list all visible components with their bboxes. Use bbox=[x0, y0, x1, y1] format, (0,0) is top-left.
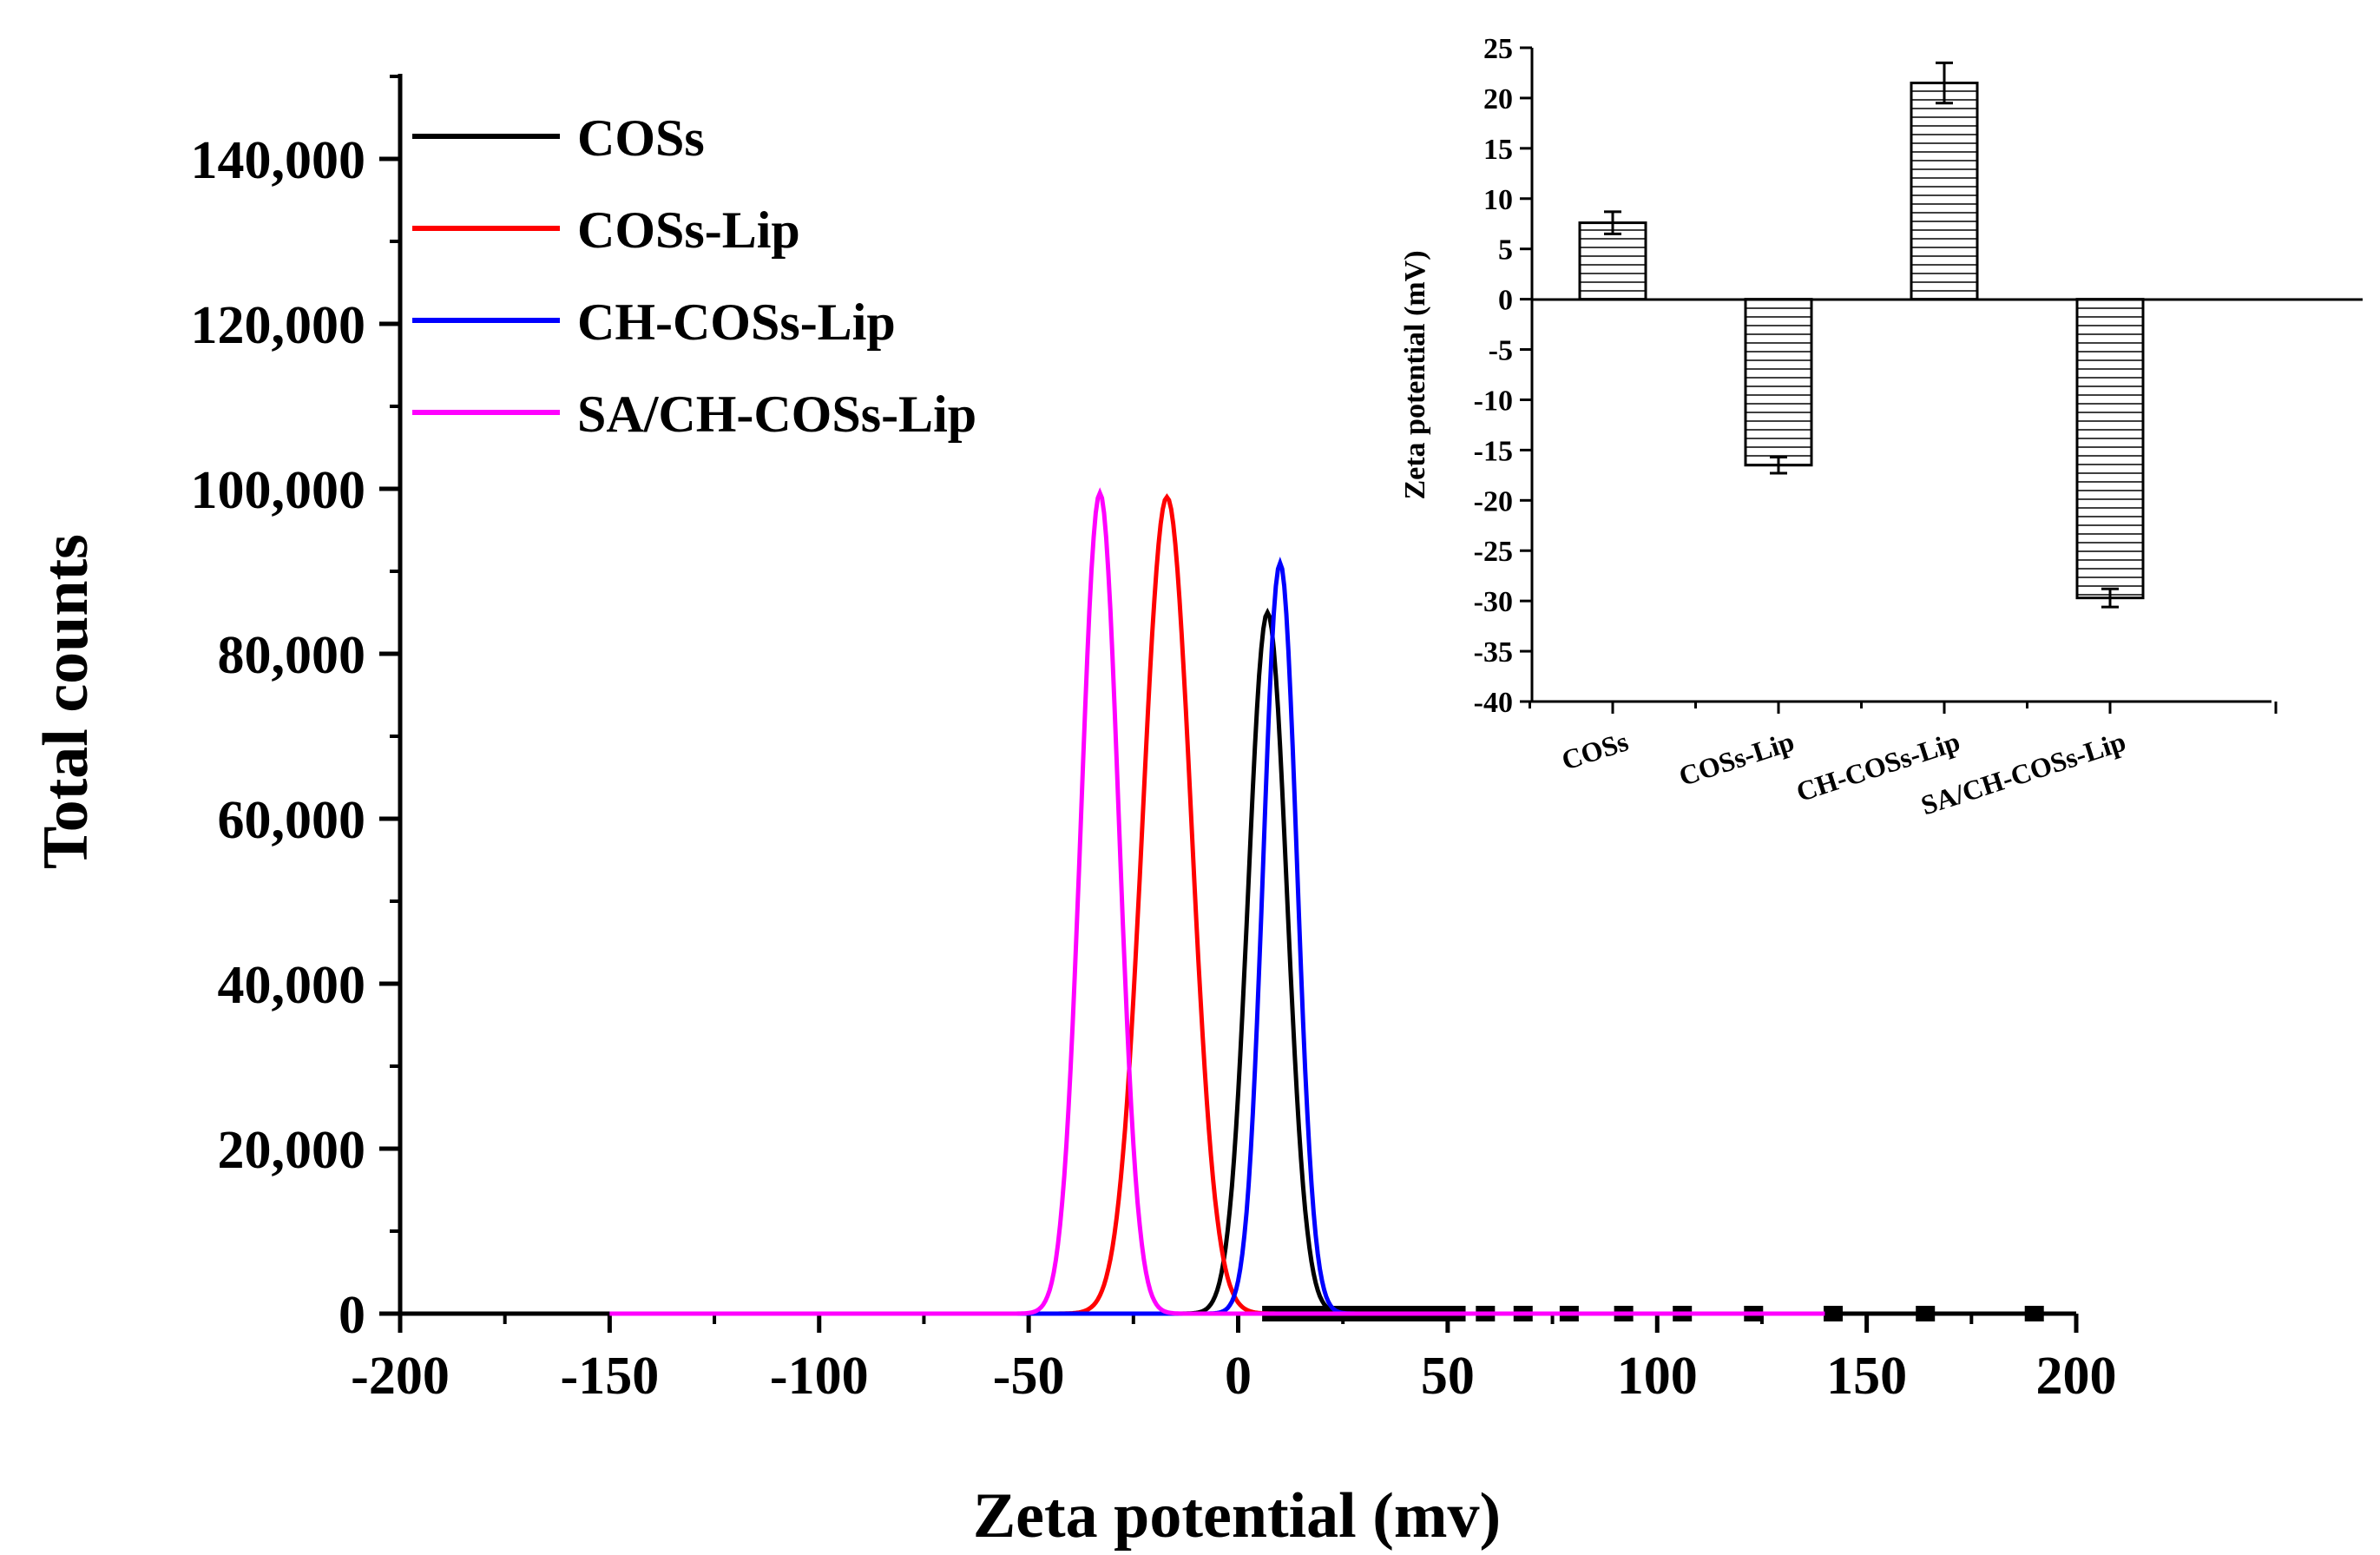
x-tick-label: -200 bbox=[351, 1347, 450, 1406]
inset-y-tick-label: 0 bbox=[1498, 285, 1513, 317]
series-line-sa-ch-coss-lip bbox=[609, 487, 1825, 1316]
x-tick-label: -100 bbox=[770, 1347, 869, 1406]
y-tick-label: 100,000 bbox=[191, 461, 366, 520]
inset-chart: -40 -35 -30 -25 -20 -15 -10 -5 0 5 10 15 20 25 COSs CO… bbox=[1399, 33, 2363, 820]
x-tick-label: 0 bbox=[1225, 1347, 1252, 1406]
x-tick-label: -50 bbox=[993, 1347, 1065, 1406]
inset-y-axis-title: Zeta potential (mV) bbox=[1399, 250, 1431, 499]
inset-y-tick-label: -5 bbox=[1489, 335, 1513, 367]
inset-bar bbox=[2075, 298, 2145, 600]
series-line-coss-lip bbox=[609, 493, 1825, 1316]
inset-y-tick-label: 25 bbox=[1483, 33, 1513, 65]
x-tick-label: 150 bbox=[1826, 1347, 1907, 1406]
tail-marker bbox=[1824, 1306, 1844, 1321]
inset-y-tick-label: -25 bbox=[1474, 536, 1513, 568]
inset-y-tick-label: 10 bbox=[1483, 184, 1513, 216]
y-tick-label: 60,000 bbox=[218, 791, 366, 850]
inset-bar bbox=[1744, 298, 1813, 467]
inset-y-ticks: -40 -35 -30 -25 -20 -15 -10 -5 0 5 10 15 20 25 bbox=[1474, 33, 1532, 719]
y-tick-label: 80,000 bbox=[218, 626, 366, 685]
main-series bbox=[609, 487, 1825, 1316]
inset-category-label: COSs bbox=[1558, 725, 1633, 775]
y-tick-label: 140,000 bbox=[191, 131, 366, 190]
y-tick-label: 0 bbox=[339, 1286, 365, 1345]
inset-bars bbox=[1578, 61, 2145, 609]
inset-y-tick-label: 5 bbox=[1498, 234, 1513, 267]
y-tick-label: 40,000 bbox=[218, 956, 366, 1015]
main-y-ticks: 0 20,000 40,000 60,000 80,000 100,000 120,000 1… bbox=[191, 75, 400, 1345]
inset-y-tick-label: 15 bbox=[1483, 134, 1513, 166]
y-tick-label: 20,000 bbox=[218, 1121, 366, 1180]
legend-label: COSs bbox=[577, 109, 705, 167]
inset-y-tick-label: -35 bbox=[1474, 636, 1513, 669]
inset-y-tick-label: -40 bbox=[1474, 687, 1513, 719]
legend-label: SA/CH-COSs-Lip bbox=[577, 385, 976, 443]
inset-y-tick-label: -15 bbox=[1474, 435, 1513, 467]
y-tick-label: 120,000 bbox=[191, 296, 366, 355]
main-x-ticks: -200 -150 -100 -50 0 50 100 150 200 bbox=[351, 1314, 2117, 1406]
inset-y-tick-label: -10 bbox=[1474, 385, 1513, 417]
y-axis-title: Total counts bbox=[30, 534, 102, 869]
x-tick-label: 200 bbox=[2036, 1347, 2117, 1406]
x-tick-label: -150 bbox=[561, 1347, 660, 1406]
inset-y-tick-label: -20 bbox=[1474, 485, 1513, 517]
inset-y-tick-label: -30 bbox=[1474, 586, 1513, 618]
inset-bar bbox=[1578, 221, 1647, 301]
legend: COSs COSs-Lip CH-COSs-Lip SA/CH-COSs-Lip bbox=[412, 109, 976, 443]
inset-bar bbox=[1910, 82, 1979, 301]
x-axis-title: Zeta potential (mv) bbox=[973, 1480, 1501, 1552]
tail-marker bbox=[2024, 1306, 2044, 1321]
legend-label: CH-COSs-Lip bbox=[577, 293, 896, 351]
x-tick-label: 100 bbox=[1617, 1347, 1698, 1406]
main-chart: -200 -150 -100 -50 0 50 100 150 200 020,00040,00… bbox=[30, 74, 2117, 1552]
inset-category-label: COSs-Lip bbox=[1675, 725, 1798, 792]
tail-marker bbox=[1916, 1306, 1936, 1321]
x-tick-label: 50 bbox=[1421, 1347, 1475, 1406]
inset-y-tick-label: 20 bbox=[1483, 83, 1513, 115]
legend-label: COSs-Lip bbox=[577, 201, 800, 259]
